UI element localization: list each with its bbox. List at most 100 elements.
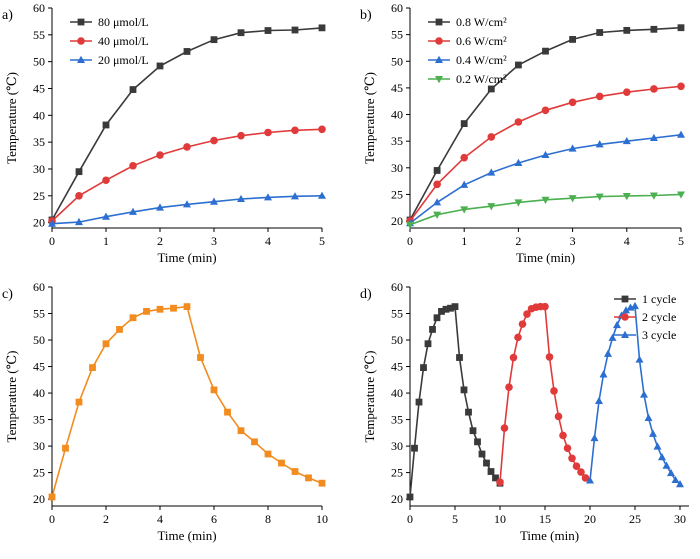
data-point: [595, 396, 603, 405]
data-point: [595, 140, 604, 148]
y-tick-label: 20: [391, 214, 403, 228]
data-point: [264, 128, 272, 137]
x-tick-label: 30: [674, 512, 686, 526]
x-axis-label: Time (min): [520, 528, 579, 543]
legend-label: 3 cycle: [642, 328, 676, 342]
series-40-μmol/L: [48, 125, 326, 225]
data-point: [264, 450, 272, 458]
series-20-μmol/L: [48, 191, 326, 227]
data-point: [644, 413, 653, 421]
legend-label: 1 cycle: [642, 292, 676, 306]
y-tick-label: 35: [33, 413, 45, 427]
data-point: [291, 126, 299, 135]
legend-marker: [77, 18, 85, 26]
data-point: [415, 398, 423, 406]
y-tick-label: 40: [33, 108, 45, 122]
series-line: [51, 195, 323, 225]
data-point: [129, 207, 137, 215]
y-tick-label: 55: [33, 28, 45, 42]
x-tick-label: 8: [265, 512, 271, 526]
x-tick-label: 5: [452, 512, 458, 526]
y-tick-label: 45: [391, 81, 403, 95]
data-point: [156, 151, 164, 159]
series-0.8-W/cm²: [406, 24, 685, 224]
data-point: [48, 493, 56, 501]
y-tick-label: 35: [391, 134, 403, 148]
data-point: [251, 438, 258, 446]
legend-marker: [77, 37, 85, 45]
y-tick-label: 50: [33, 333, 45, 347]
legend-label: 0.2 W/cm²: [456, 72, 507, 86]
data-point: [572, 462, 581, 471]
data-point: [433, 198, 442, 206]
series-0.6-W/cm²: [406, 82, 685, 225]
data-point: [581, 474, 590, 482]
y-tick-label: 60: [391, 1, 403, 15]
data-point: [514, 118, 523, 126]
data-point: [650, 25, 658, 33]
legend-label: 0.4 W/cm²: [456, 53, 507, 67]
data-point: [129, 161, 137, 170]
data-point: [677, 82, 685, 91]
data-point: [143, 307, 150, 315]
data-point: [291, 468, 299, 475]
y-tick-label: 20: [391, 492, 403, 506]
data-point: [653, 442, 662, 450]
data-point: [487, 168, 496, 176]
x-tick-label: 10: [316, 512, 328, 526]
data-point: [568, 454, 576, 463]
y-tick-label: 25: [33, 466, 45, 480]
data-point: [514, 158, 523, 167]
data-point: [559, 431, 567, 440]
data-point: [433, 211, 442, 219]
data-point: [550, 387, 558, 395]
x-tick-label: 0: [49, 234, 55, 248]
y-tick-label: 35: [391, 413, 403, 427]
data-point: [622, 193, 631, 201]
data-point: [667, 468, 675, 477]
x-tick-label: 0: [407, 234, 413, 248]
data-point: [102, 212, 110, 220]
data-point: [541, 106, 550, 115]
data-point: [622, 136, 631, 145]
x-tick-label: 5: [678, 234, 684, 248]
data-point: [183, 200, 191, 208]
x-tick-label: 4: [265, 234, 271, 248]
data-point: [210, 197, 218, 205]
series-3-cycle: [586, 301, 684, 488]
data-point: [456, 354, 463, 361]
x-tick-label: 20: [584, 512, 596, 526]
data-point: [590, 433, 599, 442]
y-tick-label: 50: [391, 333, 403, 347]
x-tick-label: 6: [211, 512, 217, 526]
y-tick-label: 55: [33, 307, 45, 321]
data-point: [474, 438, 481, 446]
data-point: [577, 468, 585, 476]
data-point: [545, 353, 554, 361]
data-point: [75, 192, 83, 200]
data-point: [433, 167, 441, 174]
data-point: [237, 194, 245, 203]
data-point: [278, 459, 285, 467]
data-point: [554, 412, 563, 421]
data-point: [505, 383, 513, 392]
data-point: [460, 386, 468, 394]
x-tick-label: 1: [461, 234, 467, 248]
data-point: [658, 453, 666, 461]
data-point: [469, 427, 477, 435]
series-1-cycle: [406, 303, 504, 501]
series-0.2-W/cm²: [406, 191, 685, 230]
y-tick-label: 45: [391, 360, 403, 374]
x-tick-label: 2: [157, 234, 163, 248]
data-point: [237, 29, 245, 37]
data-point: [613, 320, 621, 329]
legend-label: 40 μmol/L: [98, 34, 149, 48]
data-point: [542, 47, 549, 55]
series-line: [409, 26, 682, 221]
data-point: [599, 370, 608, 378]
x-tick-label: 3: [211, 234, 217, 248]
data-point: [433, 314, 441, 322]
data-point: [156, 203, 164, 211]
